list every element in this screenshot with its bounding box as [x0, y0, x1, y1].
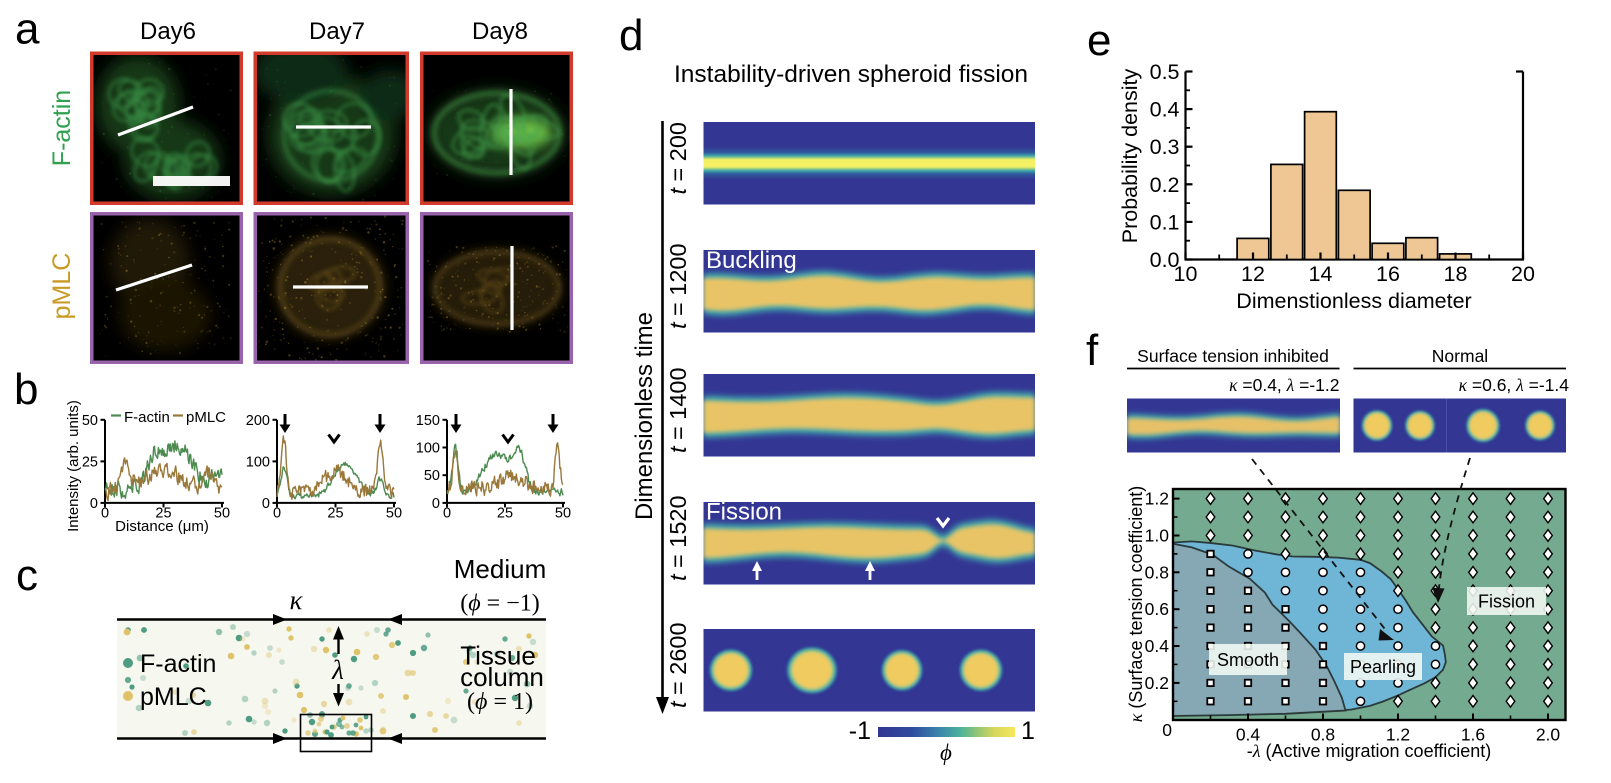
svg-text:t = 1520: t = 1520	[665, 495, 691, 581]
svg-text:t = 2600: t = 2600	[665, 622, 691, 708]
svg-text:Tissue: Tissue	[460, 641, 536, 671]
svg-text:(ϕ = 1): (ϕ = 1)	[467, 689, 533, 715]
svg-text:κ =0.4, λ =-1.2: κ =0.4, λ =-1.2	[1229, 375, 1339, 395]
svg-text:Surface tension inhibited: Surface tension inhibited	[1137, 346, 1329, 366]
svg-text:25: 25	[82, 454, 98, 470]
svg-text:0.8: 0.8	[1311, 725, 1335, 745]
svg-text:10: 10	[1174, 262, 1198, 286]
svg-text:50: 50	[214, 505, 230, 521]
svg-text:50: 50	[424, 468, 440, 484]
svg-text:0: 0	[443, 505, 451, 521]
svg-text:0.5: 0.5	[1150, 60, 1180, 84]
svg-text:Probability density: Probability density	[1118, 69, 1142, 244]
svg-text:c: c	[16, 551, 38, 600]
svg-text:0.4: 0.4	[1236, 725, 1261, 745]
svg-text:2.0: 2.0	[1536, 725, 1561, 745]
svg-text:0.2: 0.2	[1150, 173, 1180, 197]
svg-text:0.1: 0.1	[1150, 210, 1180, 234]
svg-text:50: 50	[82, 413, 98, 429]
svg-text:e: e	[1087, 16, 1111, 65]
svg-text:Fission: Fission	[1478, 591, 1535, 611]
svg-text:25: 25	[327, 505, 343, 521]
svg-text:1.6: 1.6	[1461, 725, 1485, 745]
svg-text:1.0: 1.0	[1145, 525, 1170, 545]
svg-text:16: 16	[1376, 262, 1400, 286]
svg-text:0.3: 0.3	[1150, 135, 1180, 159]
svg-text:b: b	[14, 365, 38, 414]
svg-text:f: f	[1086, 326, 1099, 375]
svg-text:0: 0	[273, 505, 281, 521]
svg-text:F-actin: F-actin	[48, 90, 76, 166]
svg-text:-1: -1	[849, 717, 871, 745]
svg-text:150: 150	[416, 413, 440, 429]
svg-text:t = 1200: t = 1200	[665, 243, 691, 329]
svg-text:Fission: Fission	[706, 499, 782, 526]
svg-text:d: d	[619, 11, 643, 60]
svg-text:18: 18	[1444, 262, 1468, 286]
svg-text:25: 25	[497, 505, 513, 521]
svg-text:Normal: Normal	[1432, 346, 1488, 366]
svg-text:Intensity (arb. units): Intensity (arb. units)	[65, 400, 82, 532]
svg-text:0: 0	[90, 496, 98, 512]
svg-text:t = 200: t = 200	[665, 122, 691, 195]
svg-text:pMLC: pMLC	[186, 409, 226, 426]
svg-text:Pearling: Pearling	[1350, 657, 1416, 677]
svg-text:50: 50	[386, 505, 402, 521]
svg-text:column: column	[460, 662, 544, 692]
svg-text:κ (Surface tension coefficient: κ (Surface tension coefficient)	[1126, 486, 1146, 722]
svg-text:λ: λ	[331, 655, 344, 685]
svg-text:-λ (Active migration coefficie: -λ (Active migration coefficient)	[1247, 741, 1492, 761]
svg-text:0: 0	[262, 496, 270, 512]
svg-text:0.8: 0.8	[1145, 562, 1169, 582]
svg-text:0.6: 0.6	[1145, 599, 1169, 619]
svg-text:100: 100	[416, 441, 440, 457]
svg-text:0.4: 0.4	[1150, 98, 1180, 122]
svg-text:Dimenstionless diameter: Dimenstionless diameter	[1236, 289, 1471, 313]
svg-text:50: 50	[555, 505, 571, 521]
svg-text:pMLC: pMLC	[48, 253, 76, 320]
svg-text:F-actin: F-actin	[140, 650, 216, 678]
svg-text:1.2: 1.2	[1145, 489, 1169, 509]
svg-text:(ϕ = −1): (ϕ = −1)	[460, 591, 539, 617]
svg-text:Day8: Day8	[472, 18, 528, 45]
svg-text:Buckling: Buckling	[706, 247, 797, 274]
svg-text:0.4: 0.4	[1145, 636, 1170, 656]
svg-text:Dimensionless time: Dimensionless time	[631, 312, 658, 520]
svg-text:pMLC: pMLC	[140, 683, 207, 711]
svg-text:κ =0.6, λ =-1.4: κ =0.6, λ =-1.4	[1459, 375, 1570, 395]
svg-text:0: 0	[432, 496, 440, 512]
svg-text:Day7: Day7	[309, 18, 365, 45]
svg-text:0.0: 0.0	[1150, 248, 1180, 272]
svg-text:t = 1400: t = 1400	[665, 367, 691, 453]
svg-text:F-actin: F-actin	[124, 409, 170, 426]
svg-text:Distance (μm): Distance (μm)	[115, 518, 209, 535]
svg-text:Day6: Day6	[140, 18, 196, 45]
svg-text:0: 0	[1162, 720, 1172, 740]
svg-text:1.2: 1.2	[1386, 725, 1410, 745]
svg-text:14: 14	[1309, 262, 1333, 286]
svg-text:25: 25	[155, 505, 171, 521]
svg-text:1: 1	[1021, 717, 1035, 745]
svg-text:100: 100	[246, 454, 270, 470]
svg-text:Medium: Medium	[454, 554, 546, 584]
svg-text:0.2: 0.2	[1145, 673, 1169, 693]
svg-text:a: a	[15, 5, 40, 54]
svg-text:200: 200	[246, 413, 270, 429]
svg-text:Instability-driven spheroid fi: Instability-driven spheroid fission	[674, 61, 1028, 88]
svg-text:20: 20	[1511, 262, 1535, 286]
svg-text:κ: κ	[290, 585, 304, 615]
svg-text:12: 12	[1241, 262, 1265, 286]
svg-text:ϕ: ϕ	[940, 740, 952, 765]
svg-text:Smooth: Smooth	[1217, 650, 1279, 670]
svg-text:0: 0	[101, 505, 109, 521]
